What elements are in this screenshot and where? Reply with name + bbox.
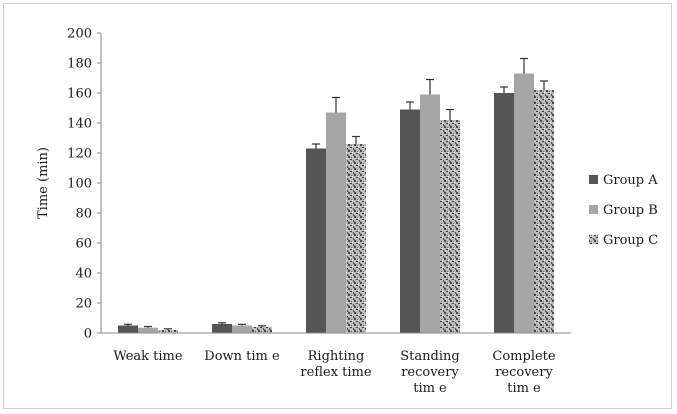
x-category-label-line: Down tim e [204, 349, 280, 364]
legend-swatch [589, 235, 598, 244]
x-category-label-line: recovery [401, 365, 459, 380]
legend-label: Group B [603, 203, 658, 218]
x-category-label-line: Standing [400, 349, 459, 364]
x-category-label: Righting reflex time [300, 349, 371, 380]
y-tick-label: 20 [75, 297, 92, 312]
y-axis-ticks: 0 20 40 60 80 100 120 140 160 180 200 [67, 27, 101, 342]
x-category-label: Complete recovery tim e [492, 349, 555, 396]
bar-group-c [440, 120, 460, 333]
x-axis-labels: Weak time Down tim e Righting reflex time St… [113, 349, 555, 396]
x-category-label-line: Righting [308, 349, 365, 364]
bar-group-b [514, 73, 534, 333]
x-category-label-line: Weak time [113, 349, 182, 364]
x-category-label: Standing recovery tim e [400, 349, 459, 396]
bar-group-a [494, 93, 514, 333]
y-tick-label: 0 [84, 327, 92, 342]
x-category-label-line: reflex time [300, 365, 371, 380]
x-category-label-line: recovery [495, 365, 553, 380]
legend-label: Group A [603, 173, 658, 188]
bar-group-a [400, 109, 420, 333]
bar-group-c [534, 90, 554, 333]
y-tick-label: 80 [75, 207, 92, 222]
bar-group-c [158, 330, 178, 333]
y-axis-title: Time (min) [36, 147, 51, 219]
bar-group-b [326, 112, 346, 333]
legend-swatch [589, 205, 598, 214]
legend-swatch [589, 175, 598, 184]
bar-group-b [138, 327, 158, 333]
y-tick-label: 60 [75, 237, 92, 252]
y-tick-label: 160 [67, 87, 92, 102]
bar-group-b [420, 94, 440, 333]
y-tick-label: 180 [67, 57, 92, 72]
legend: Group A Group B Group C [589, 173, 658, 248]
y-tick-label: 200 [67, 27, 92, 42]
bar-group-a [306, 148, 326, 333]
bars [118, 57, 554, 333]
bar-group-a [212, 324, 232, 333]
y-tick-label: 40 [75, 267, 92, 282]
y-tick-label: 140 [67, 117, 92, 132]
y-tick-label: 120 [67, 147, 92, 162]
x-category-label: Down tim e [204, 349, 280, 364]
x-category-label-line: Complete [492, 349, 555, 364]
bar-group-a [118, 325, 138, 333]
bar-group-b [232, 325, 252, 333]
x-category-label: Weak time [113, 349, 182, 364]
x-category-label-line: tim e [413, 381, 447, 396]
legend-label: Group C [603, 233, 658, 248]
bar-group-c [252, 327, 272, 333]
y-tick-label: 100 [67, 177, 92, 192]
x-category-label-line: tim e [507, 381, 541, 396]
bar-group-c [346, 144, 366, 333]
